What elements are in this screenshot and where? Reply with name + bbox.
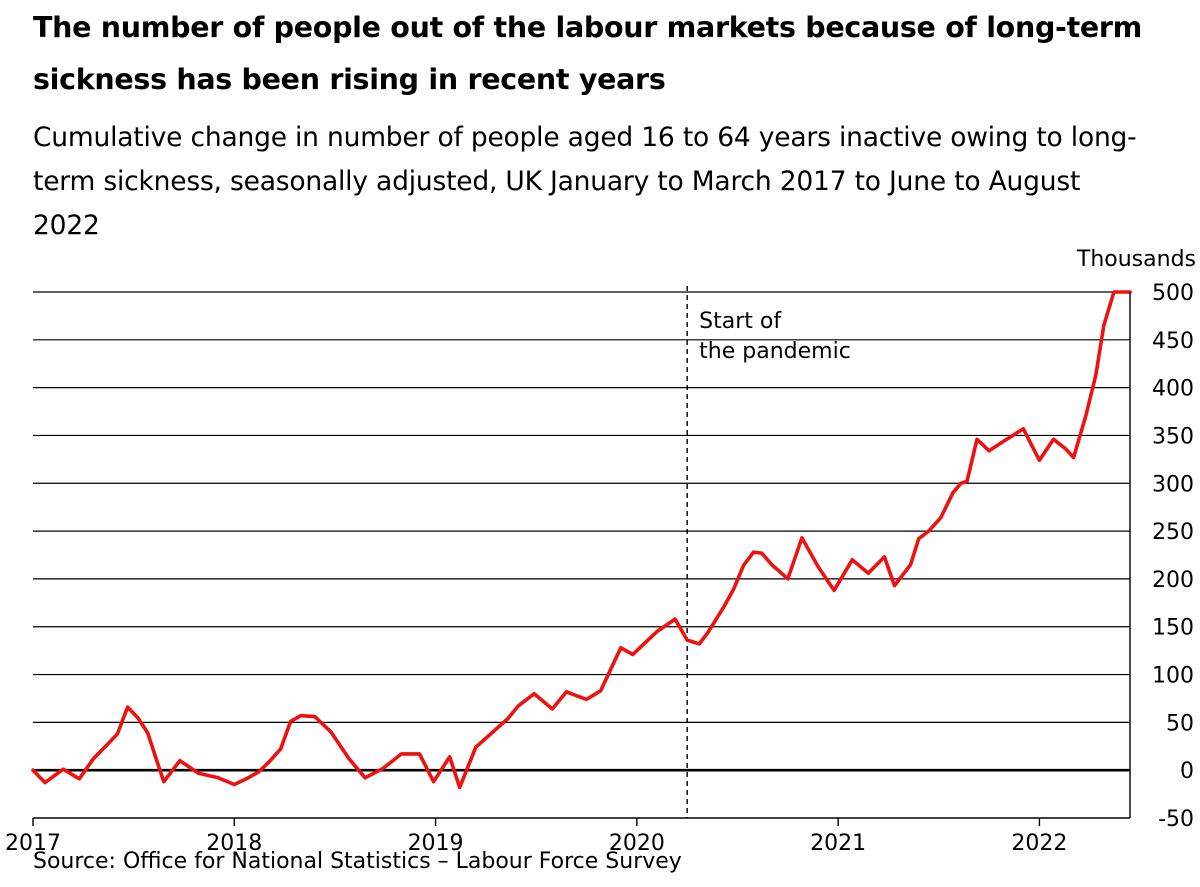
chart-subtitle: Cumulative change in number of people ag… xyxy=(33,122,1137,241)
y-tick-label: 50 xyxy=(1166,711,1194,736)
y-tick-label: 100 xyxy=(1152,664,1194,689)
pandemic-annotation: Start of the pandemic xyxy=(686,286,851,818)
y-tick-label: 250 xyxy=(1152,520,1194,545)
source-note: Source: Office for National Statistics –… xyxy=(33,849,682,874)
y-tick-label: 150 xyxy=(1152,616,1194,641)
y-tick-label: -50 xyxy=(1158,807,1194,832)
y-tick-label: 200 xyxy=(1152,568,1194,593)
gridlines xyxy=(33,291,1130,772)
y-tick-label: 350 xyxy=(1152,424,1194,449)
annotation-label: the pandemic xyxy=(699,339,851,364)
y-tick-label: 0 xyxy=(1180,759,1194,784)
series-line xyxy=(31,290,1132,790)
y-tick-label: 300 xyxy=(1152,472,1194,497)
x-tick-label: 2021 xyxy=(810,831,866,856)
axes: 500450400350300250200150100500-50Thousan… xyxy=(5,247,1196,856)
y-tick-label: 500 xyxy=(1152,281,1194,306)
y-tick-label: 400 xyxy=(1152,377,1194,402)
x-tick-label: 2022 xyxy=(1011,831,1067,856)
series-layer xyxy=(31,290,1132,790)
y-axis-label: Thousands xyxy=(1076,247,1196,272)
x-tick-label: 2019 xyxy=(408,831,464,856)
x-tick-label: 2020 xyxy=(609,831,665,856)
x-tick-label: 2018 xyxy=(206,831,262,856)
annotation-label: Start of xyxy=(699,309,782,334)
y-tick-label: 450 xyxy=(1152,329,1194,354)
chart-title: The number of people out of the labour m… xyxy=(33,11,1143,96)
x-tick-label: 2017 xyxy=(5,831,61,856)
